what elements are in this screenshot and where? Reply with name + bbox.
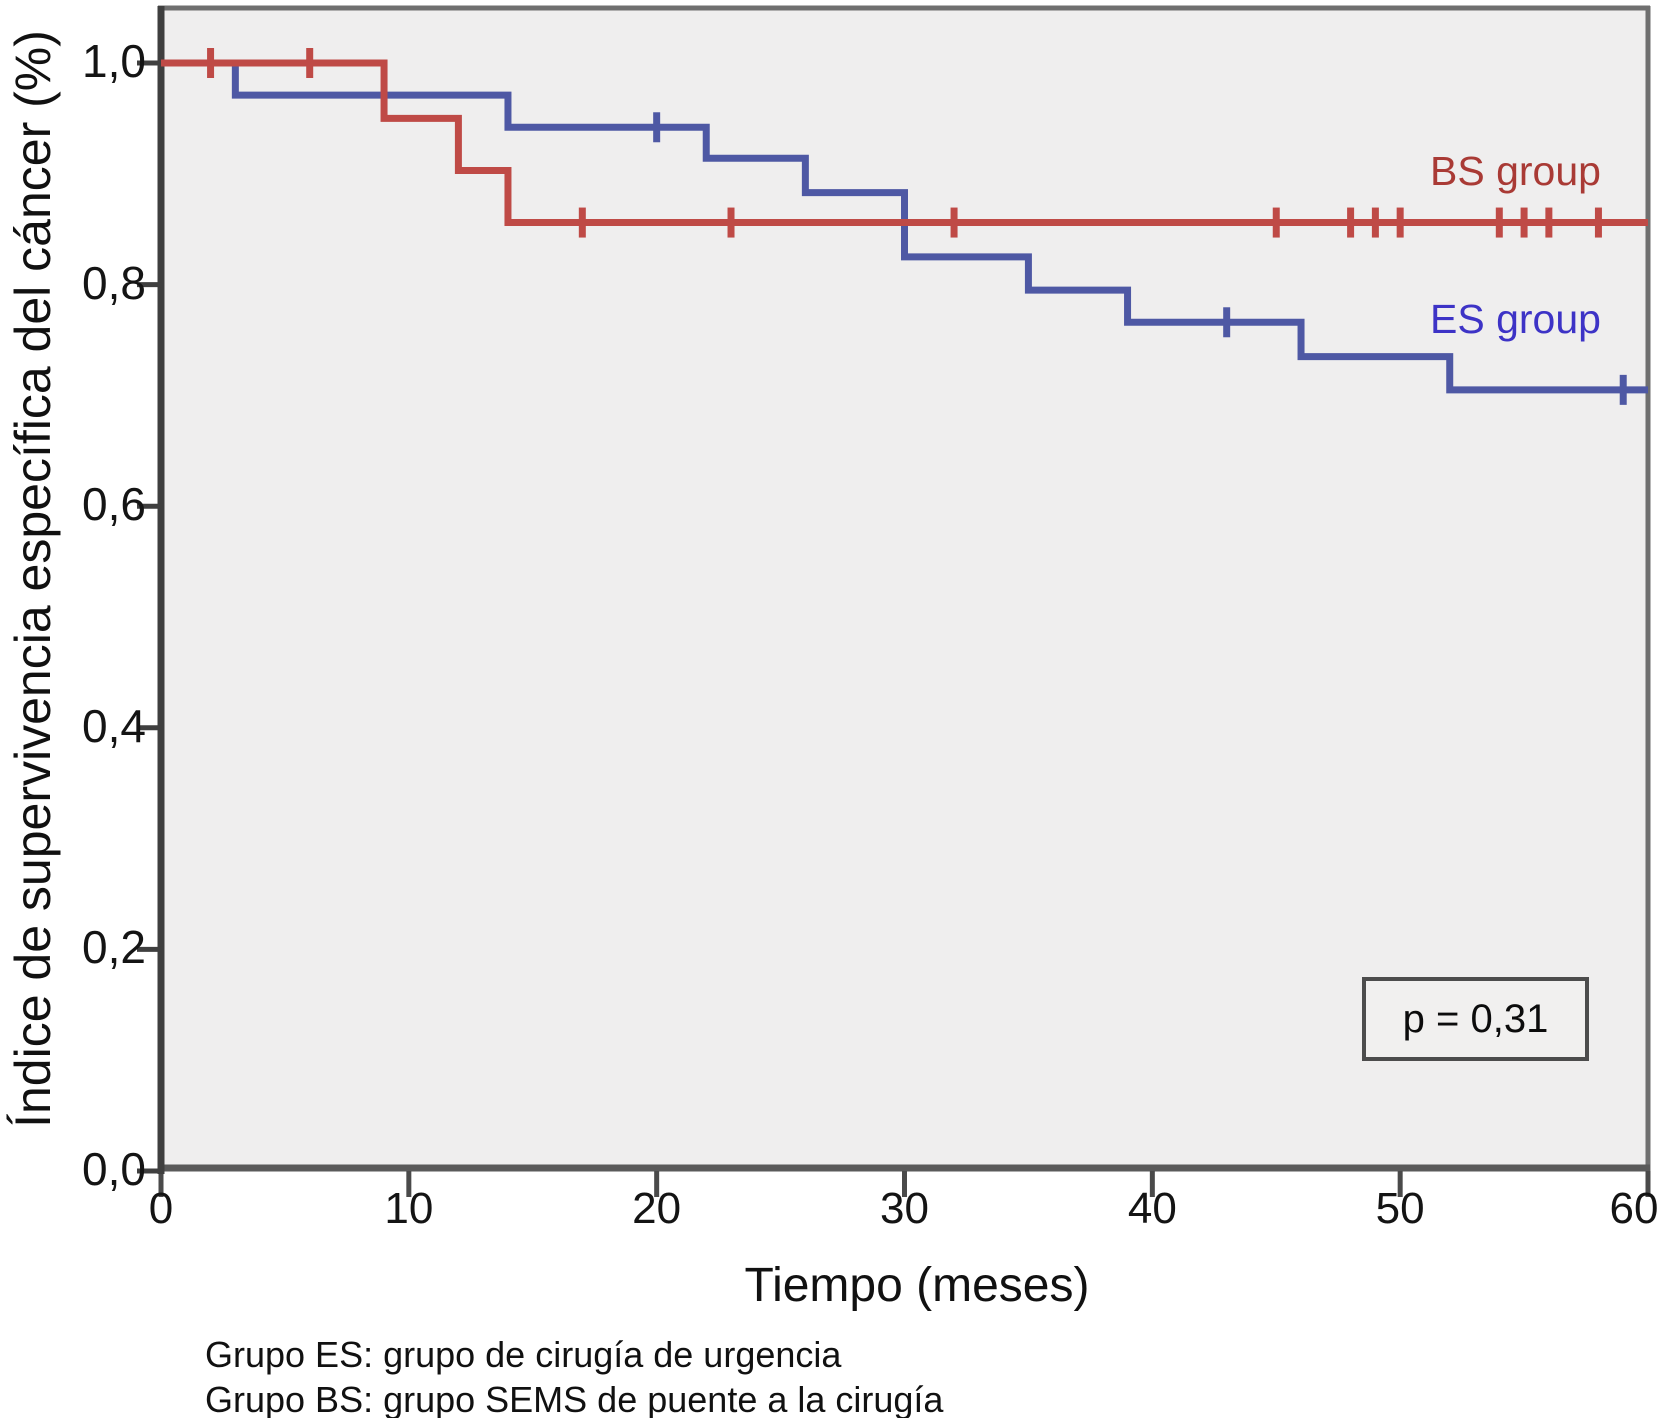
footnote-es: Grupo ES: grupo de cirugía de urgencia	[205, 1334, 842, 1375]
bs-group-curve	[161, 59, 1648, 227]
footnotes: Grupo ES: grupo de cirugía de urgencia G…	[205, 1332, 943, 1418]
x-tick-label: 40	[1127, 1184, 1177, 1233]
y-tick-label: 0,0	[82, 1142, 146, 1195]
p-value-box: p = 0,31	[1362, 977, 1589, 1061]
es-group-label: ES group	[1430, 296, 1601, 342]
x-tick-label: 30	[880, 1184, 929, 1233]
x-tick-label: 0	[148, 1184, 174, 1233]
x-axis-title: Tiempo (meses)	[744, 1259, 1090, 1312]
x-tick-label: 20	[632, 1184, 682, 1233]
y-tick-label: 1,0	[82, 34, 146, 87]
footnote-bs: Grupo BS: grupo SEMS de puente a la ciru…	[205, 1379, 944, 1418]
x-tick-label: 60	[1609, 1184, 1659, 1233]
x-tick-label: 10	[384, 1184, 434, 1233]
y-tick-label: 0,4	[82, 699, 146, 752]
bs-group-label: BS group	[1430, 148, 1601, 194]
x-tick-label: 50	[1375, 1184, 1425, 1233]
y-tick-label: 0,6	[82, 478, 146, 531]
y-tick-label: 0,2	[82, 921, 146, 974]
y-tick-label: 0,8	[82, 256, 146, 309]
